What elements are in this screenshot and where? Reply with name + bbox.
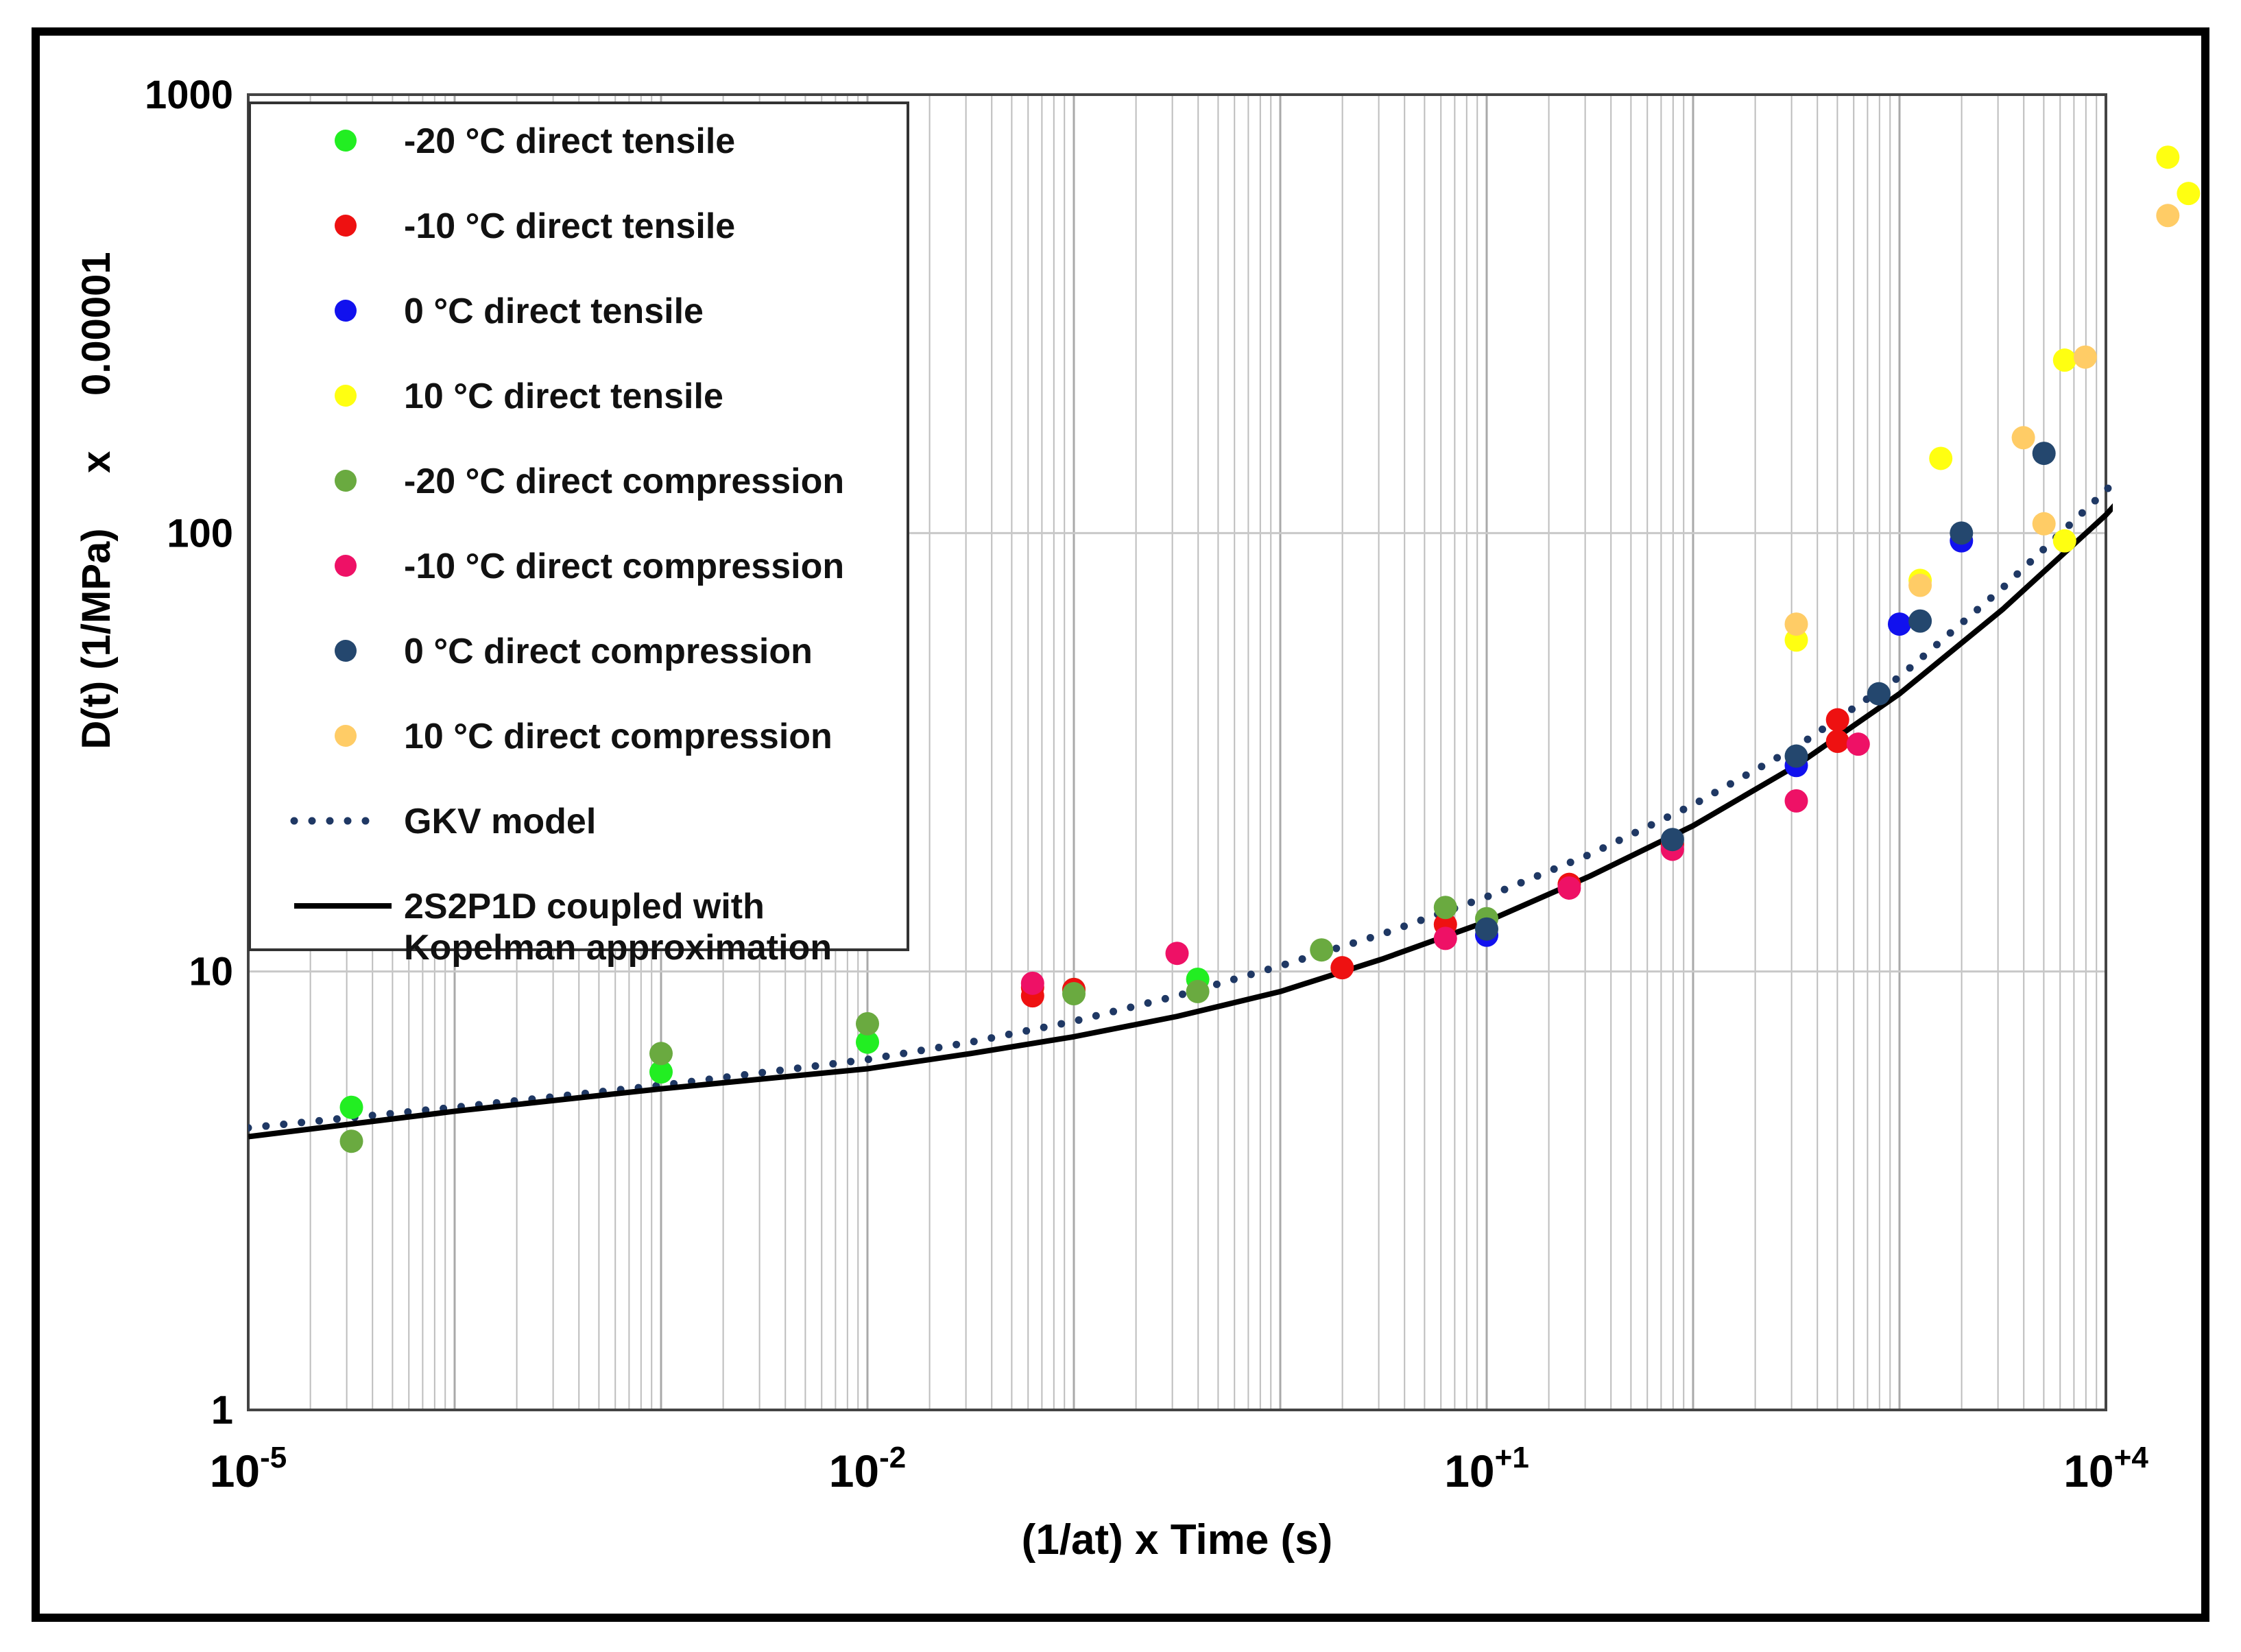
data-point-series-6 — [1950, 521, 1974, 545]
data-point-series-6 — [2032, 442, 2056, 466]
legend-box — [248, 101, 909, 951]
y-tick-labels: 1 10 100 1000 — [145, 73, 233, 1433]
data-point-series-5 — [1020, 971, 1044, 995]
data-point-series-7 — [2073, 345, 2097, 369]
data-point-series-7 — [2032, 512, 2056, 536]
data-point-series-3 — [2156, 145, 2180, 169]
legend-label-7: 10 °C direct compression — [404, 717, 832, 756]
data-point-series-2 — [1888, 612, 1911, 636]
data-point-series-3 — [2177, 182, 2201, 206]
y-tick-label: 100 — [167, 511, 233, 555]
data-point-series-4 — [1433, 896, 1457, 920]
legend-label-5: -10 °C direct compression — [404, 547, 844, 586]
data-point-series-4 — [1062, 982, 1086, 1006]
legend-label-2: 0 °C direct tensile — [404, 291, 704, 331]
legend-marker-5 — [335, 555, 357, 577]
legend-marker-7 — [335, 725, 357, 747]
data-point-series-7 — [2156, 204, 2180, 228]
y-tick-label: 1 — [211, 1388, 233, 1433]
x-tick-label: 10+4 — [2063, 1441, 2148, 1496]
data-point-series-0 — [339, 1095, 363, 1119]
data-point-series-5 — [1846, 732, 1870, 756]
legend-label-9: 2S2P1D coupled with Kopelman approximatio… — [404, 887, 832, 968]
legend: -20 °C direct tensile -10 °C direct tensi… — [248, 101, 909, 968]
data-point-series-6 — [1867, 682, 1891, 706]
data-point-series-5 — [1433, 926, 1457, 950]
x-tick-labels: 10-5 10-2 10+1 10+4 — [210, 1441, 2149, 1496]
data-point-series-3 — [2052, 529, 2076, 553]
legend-label-3: 10 °C direct tensile — [404, 376, 723, 416]
data-point-series-7 — [1908, 573, 1932, 597]
data-point-series-1 — [1330, 956, 1354, 980]
data-points — [339, 145, 2201, 1153]
data-point-series-5 — [1165, 942, 1189, 966]
legend-label-0: -20 °C direct tensile — [404, 121, 735, 161]
data-point-series-7 — [2011, 426, 2035, 450]
legend-label-4: -20 °C direct compression — [404, 462, 844, 501]
legend-marker-4 — [335, 470, 357, 492]
x-axis-label: (1/at) x Time (s) — [1022, 1516, 1333, 1564]
data-point-series-5 — [1784, 789, 1808, 813]
x-tick-label: 10-2 — [829, 1441, 907, 1496]
legend-label-6: 0 °C direct compression — [404, 632, 813, 671]
legend-label-8: GKV model — [404, 802, 596, 841]
data-point-series-6 — [1660, 828, 1684, 852]
data-point-series-4 — [1310, 938, 1334, 962]
legend-marker-3 — [335, 385, 357, 407]
data-point-series-6 — [1475, 917, 1498, 941]
model-curve-gkv — [248, 477, 2113, 1132]
data-point-series-6 — [1784, 744, 1808, 768]
figure-frame — [32, 27, 2209, 1622]
data-point-series-3 — [2052, 348, 2076, 372]
legend-marker-2 — [335, 300, 357, 322]
data-point-series-5 — [1557, 876, 1581, 900]
data-point-series-1 — [1825, 729, 1849, 753]
x-tick-label: 10+1 — [1444, 1441, 1529, 1496]
legend-label-1: -10 °C direct tensile — [404, 206, 735, 246]
data-point-series-1 — [1825, 708, 1849, 732]
data-point-series-4 — [339, 1129, 363, 1153]
data-point-series-4 — [649, 1042, 673, 1066]
legend-marker-0 — [335, 130, 357, 152]
data-point-series-7 — [1784, 612, 1808, 636]
y-tick-label: 1000 — [145, 73, 233, 117]
data-point-series-3 — [1784, 628, 1808, 652]
data-point-series-0 — [856, 1030, 879, 1054]
y-tick-label: 10 — [189, 950, 233, 994]
data-point-series-4 — [1186, 979, 1210, 1003]
data-point-series-3 — [1929, 446, 1953, 470]
legend-marker-6 — [335, 640, 357, 662]
data-point-series-4 — [856, 1011, 879, 1036]
data-point-series-0 — [649, 1060, 673, 1084]
data-point-series-6 — [1908, 609, 1932, 633]
legend-marker-1 — [335, 215, 357, 237]
y-axis-label: D(t) (1/MPa) x 0.00001 — [74, 252, 119, 749]
x-tick-label: 10-5 — [210, 1441, 287, 1496]
